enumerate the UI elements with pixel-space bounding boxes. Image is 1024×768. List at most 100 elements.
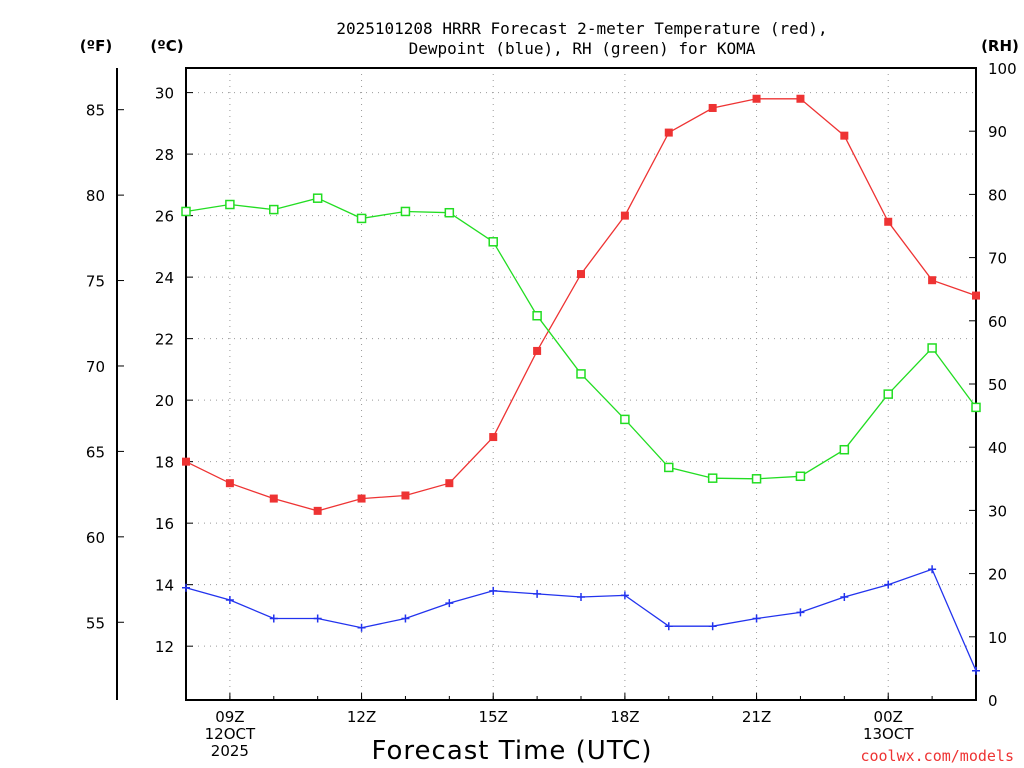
dewpoint-point <box>708 622 717 631</box>
fahrenheit-tick-label: 60 <box>86 529 105 547</box>
temperature-point <box>884 217 893 226</box>
rh-point <box>707 473 718 483</box>
rh-point <box>839 444 850 455</box>
dewpoint-point <box>620 591 629 600</box>
celsius-tick-label: 20 <box>155 392 174 410</box>
rh-point <box>312 193 323 203</box>
rh-tick-label: 90 <box>988 123 1007 141</box>
rh-tick-label: 70 <box>988 250 1007 268</box>
temperature-point <box>182 457 190 466</box>
rh-point <box>356 213 367 224</box>
temperature-point <box>577 270 585 279</box>
rh-tick-label: 40 <box>988 439 1007 457</box>
dewpoint-point <box>182 583 190 592</box>
rh-tick-label: 10 <box>988 629 1007 647</box>
temperature-point <box>357 494 366 503</box>
site-credit: coolwx.com/models <box>860 747 1014 765</box>
rh-point <box>576 369 586 379</box>
celsius-tick-label: 22 <box>155 331 174 349</box>
rh-point <box>664 462 674 473</box>
rh-point <box>751 474 762 484</box>
temperature-point <box>972 291 980 300</box>
rh-tick-label: 80 <box>988 186 1007 204</box>
temperature-point <box>928 276 937 285</box>
temperature-point <box>269 494 278 503</box>
rh-tick-label: 50 <box>988 376 1007 394</box>
celsius-tick-label: 24 <box>155 269 174 287</box>
time-tick-label: 15Z <box>479 708 508 726</box>
rh-point <box>532 310 542 321</box>
dewpoint-point <box>269 614 278 623</box>
temperature-point <box>664 128 673 137</box>
time-tick-label: 00Z <box>874 708 903 726</box>
dewpoint-point <box>533 589 542 598</box>
celsius-tick-label: 14 <box>155 577 174 595</box>
celsius-unit-label: (ºC) <box>150 37 183 55</box>
fahrenheit-tick-label: 70 <box>86 358 105 376</box>
dewpoint-point <box>664 622 673 631</box>
time-tick-label: 21Z <box>742 708 771 726</box>
temperature-point <box>401 491 410 500</box>
rh-line <box>185 197 977 480</box>
rh-tick-label: 30 <box>988 502 1007 520</box>
fahrenheit-tick-label: 65 <box>86 443 105 461</box>
celsius-tick-label: 18 <box>155 454 174 472</box>
rh-point <box>620 414 630 425</box>
dewpoint-line <box>185 568 977 672</box>
fahrenheit-axis: 55 60 65 70 75 80 85 <box>86 102 124 632</box>
dewpoint-point <box>928 565 937 574</box>
dewpoint-point <box>445 599 454 608</box>
dewpoint-point <box>401 614 410 623</box>
temperature-point <box>752 94 761 103</box>
rh-point <box>400 206 411 217</box>
rh-tick-label: 100 <box>988 60 1017 78</box>
dewpoint-point <box>357 623 366 632</box>
dewpoint-point <box>752 614 761 623</box>
temperature-point <box>796 94 805 103</box>
temperature-point <box>840 131 849 140</box>
fahrenheit-tick-label: 80 <box>86 187 105 205</box>
time-tick-label: 18Z <box>610 708 639 726</box>
celsius-tick-label: 12 <box>155 638 174 656</box>
temperature-point <box>445 479 454 488</box>
rh-point <box>883 389 893 399</box>
temperature-point <box>313 506 322 515</box>
rh-point <box>181 206 191 217</box>
celsius-tick-label: 16 <box>155 515 174 533</box>
dewpoint-point <box>577 592 585 601</box>
fahrenheit-unit-label: (ºF) <box>80 37 112 55</box>
dewpoint-point <box>972 666 980 675</box>
time-tick-label: 12Z <box>347 708 376 726</box>
temperature-line <box>185 98 977 512</box>
rh-series <box>181 193 981 484</box>
rh-point <box>225 199 235 210</box>
dewpoint-point <box>313 614 322 623</box>
fahrenheit-tick-label: 55 <box>86 614 105 632</box>
time-tick-label: 12OCT <box>205 725 256 743</box>
chart-title-line2: Dewpoint (blue), RH (green) for KOMA <box>409 39 756 58</box>
time-tick-label: 13OCT <box>863 725 914 743</box>
rh-point <box>927 343 937 353</box>
dewpoint-point <box>489 586 498 595</box>
rh-point <box>488 237 498 247</box>
rh-point <box>444 207 455 218</box>
temperature-point <box>533 346 542 355</box>
fahrenheit-tick-label: 85 <box>86 102 105 120</box>
dewpoint-point <box>840 592 849 601</box>
temperature-series <box>182 94 980 515</box>
celsius-tick-label: 28 <box>155 146 174 164</box>
temperature-point <box>620 211 629 220</box>
time-tick-label: 09Z <box>215 708 244 726</box>
dewpoint-point <box>884 580 893 589</box>
dewpoint-series <box>182 565 980 675</box>
time-tick-label: 2025 <box>211 742 249 760</box>
temperature-point <box>225 479 234 488</box>
rh-point <box>795 471 806 482</box>
rh-tick-label: 60 <box>988 313 1007 331</box>
chart-title-line1: 2025101208 HRRR Forecast 2-meter Tempera… <box>336 19 827 38</box>
rh-axis: 0 10 20 30 40 50 60 70 80 90 100 <box>969 60 1017 710</box>
rh-point <box>269 204 279 215</box>
temperature-point <box>489 433 498 442</box>
